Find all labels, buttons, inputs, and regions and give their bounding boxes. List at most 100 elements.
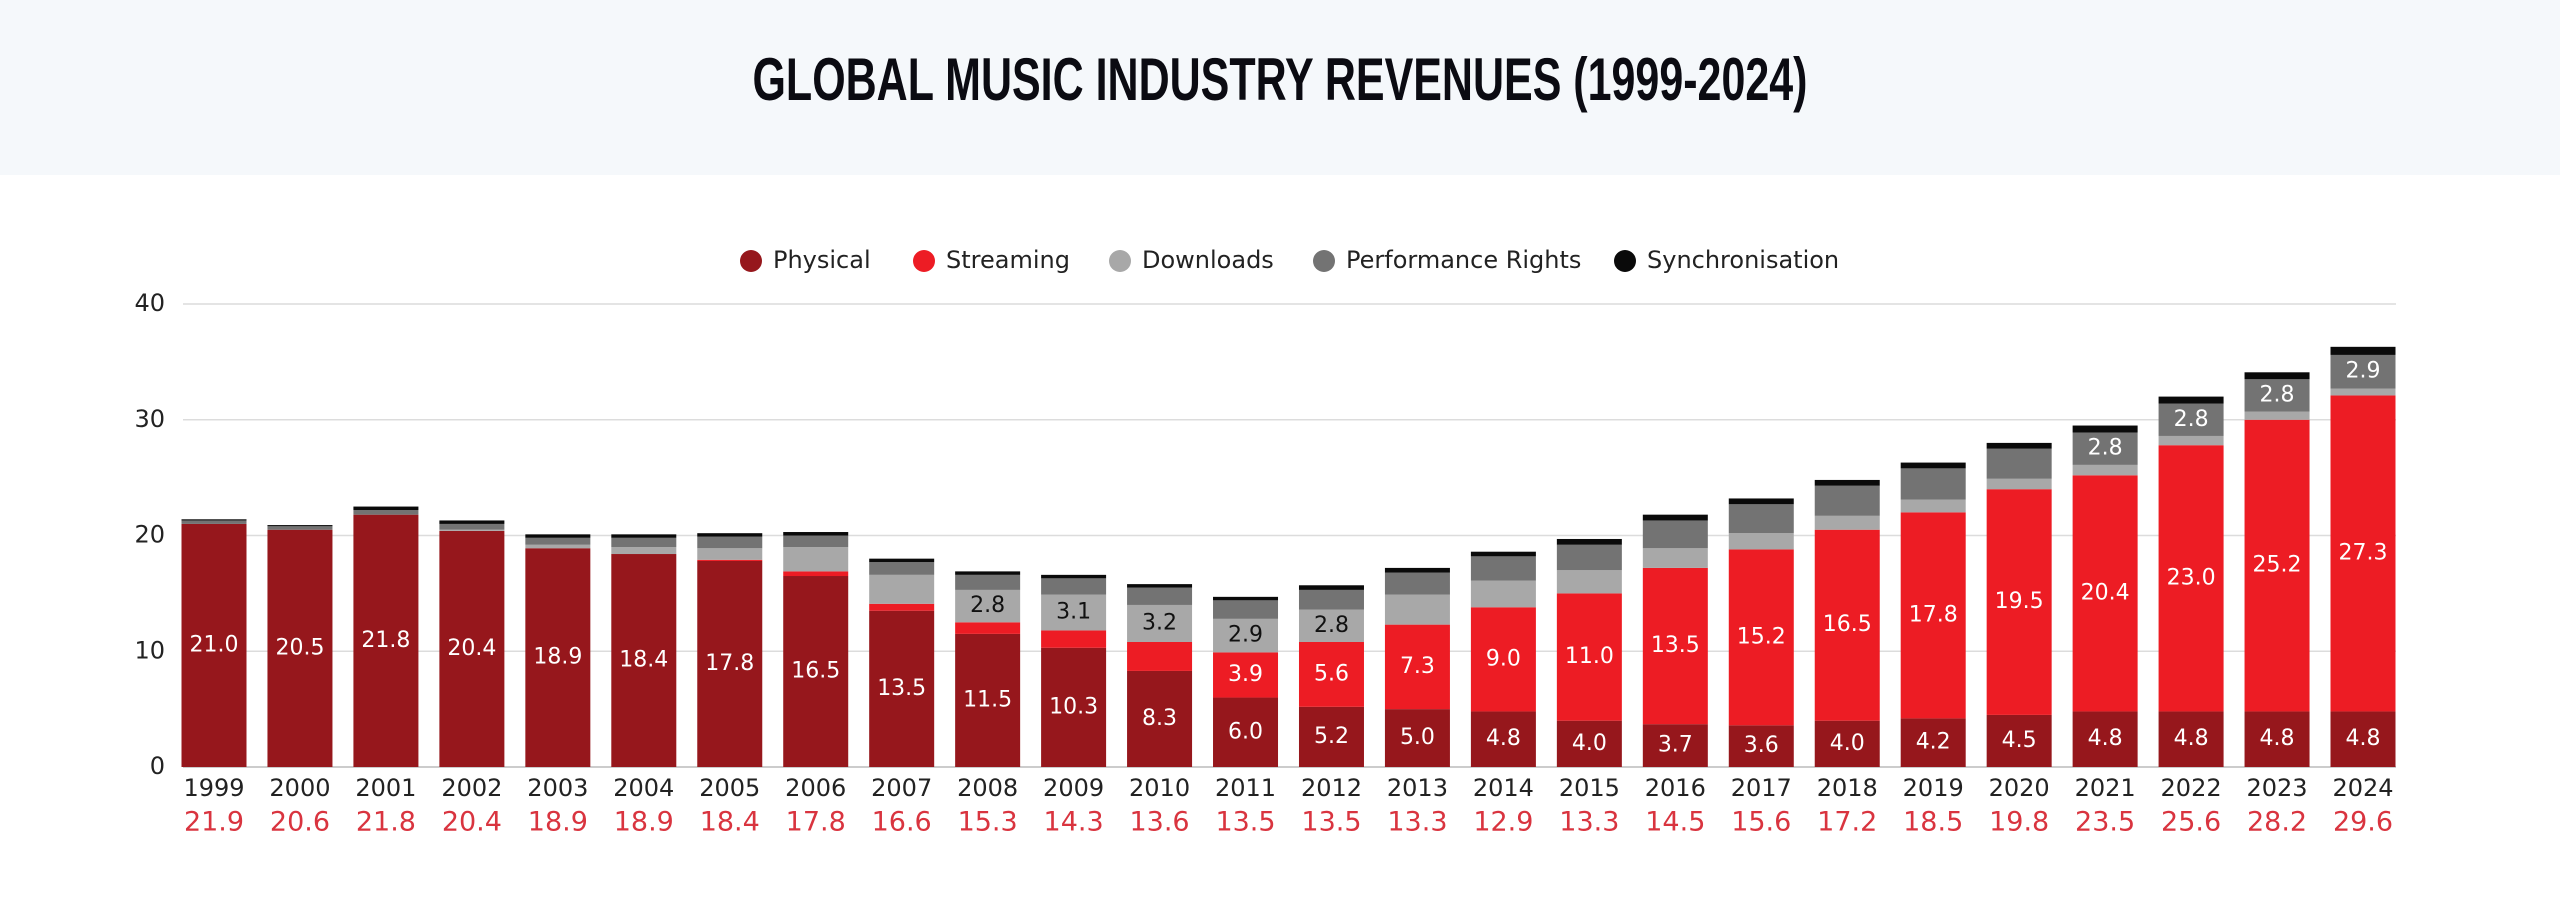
value-label: 4.0	[1572, 731, 1607, 756]
bottom-label: 15.6	[1731, 807, 1791, 838]
bar-segment	[1127, 604, 1193, 642]
x-tick-label: 2011	[1215, 774, 1276, 802]
x-tick-label: 2012	[1301, 774, 1362, 802]
bar-segment	[783, 571, 849, 577]
bar-segment	[1900, 462, 1966, 469]
value-label: 13.5	[1651, 633, 1700, 658]
bottom-label: 18.4	[700, 807, 760, 838]
x-tick-label: 2021	[2075, 774, 2136, 802]
bar-segment	[1642, 724, 1708, 767]
bar-segment	[697, 559, 763, 561]
bar-segment	[2244, 419, 2310, 712]
bar-segment	[1127, 587, 1193, 605]
value-label: 16.5	[1823, 612, 1872, 637]
bar-segment	[1986, 489, 2052, 715]
bottom-label: 13.6	[1129, 807, 1189, 838]
bar-segment	[267, 529, 333, 767]
bar-segment	[1900, 499, 1966, 513]
bottom-label: 21.8	[356, 807, 416, 838]
value-label: 16.5	[791, 659, 840, 684]
value-label: 3.9	[1228, 662, 1263, 687]
x-tick-label: 2023	[2247, 774, 2308, 802]
bar-segment	[1384, 567, 1450, 573]
x-tick-label: 2020	[1989, 774, 2050, 802]
value-label: 4.8	[2174, 726, 2209, 751]
legend-swatch	[913, 250, 935, 272]
bar-segment	[1556, 570, 1622, 594]
bottom-label: 13.3	[1559, 807, 1619, 838]
value-label: 5.6	[1314, 661, 1349, 686]
value-label: 4.8	[1486, 726, 1521, 751]
bar-segment	[1213, 596, 1279, 601]
bar-segment	[2158, 445, 2224, 712]
value-label: 4.0	[1830, 731, 1865, 756]
bar-segment	[1384, 624, 1450, 710]
x-tick-label: 2014	[1473, 774, 1534, 802]
bottom-label: 18.9	[614, 807, 674, 838]
bar-segment	[2072, 711, 2138, 767]
bar-segment	[1642, 567, 1708, 725]
value-label: 17.8	[1909, 602, 1958, 627]
bar-segment	[2158, 403, 2224, 436]
x-tick-label: 2005	[699, 774, 760, 802]
bar-segment	[525, 544, 591, 549]
bottom-label: 28.2	[2247, 807, 2307, 838]
bar-segment	[869, 574, 935, 604]
bar-segment	[1213, 618, 1279, 653]
bar-segment	[869, 558, 935, 563]
bar-segment	[1814, 479, 1880, 486]
y-tick-label: 30	[134, 405, 165, 433]
bottom-label: 15.3	[958, 807, 1018, 838]
bar-segment	[1556, 544, 1622, 571]
bar-segment	[955, 589, 1021, 623]
bottom-label: 23.5	[2075, 807, 2135, 838]
x-tick-label: 2024	[2332, 774, 2393, 802]
bar-segment	[1127, 584, 1193, 588]
bottom-label: 25.6	[2161, 807, 2221, 838]
bar-segment	[611, 537, 677, 548]
bottom-label: 19.8	[1989, 807, 2049, 838]
bar-segment	[1470, 711, 1536, 767]
value-label: 13.5	[877, 676, 926, 701]
bottom-label: 14.5	[1645, 807, 1705, 838]
bar-segment	[697, 533, 763, 537]
bar-segment	[1298, 609, 1364, 642]
legend-label: Performance Rights	[1346, 246, 1581, 274]
value-label: 2.9	[1228, 623, 1263, 648]
value-label: 21.0	[190, 632, 239, 657]
bar-segment	[1470, 607, 1536, 712]
bar-segment	[525, 534, 591, 538]
x-tick-label: 2019	[1903, 774, 1964, 802]
bar-segment	[1642, 514, 1708, 521]
value-label: 4.8	[2088, 726, 2123, 751]
bottom-label: 21.9	[184, 807, 244, 838]
bar-segment	[1041, 578, 1107, 595]
y-tick-label: 40	[134, 289, 165, 317]
bar-segment	[2072, 432, 2138, 465]
bottom-label: 13.3	[1387, 807, 1447, 838]
bar-segment	[439, 530, 505, 767]
legend-label: Physical	[773, 246, 871, 274]
bar-segment	[1728, 549, 1794, 726]
bar-segment	[783, 532, 849, 536]
bar-segment	[2244, 411, 2310, 420]
x-tick-label: 2001	[355, 774, 416, 802]
bar-segment	[1298, 585, 1364, 590]
bar-segment	[1900, 468, 1966, 500]
bottom-label: 14.3	[1044, 807, 1104, 838]
bar-segment	[1298, 706, 1364, 767]
bottom-label: 13.5	[1215, 807, 1275, 838]
y-tick-label: 0	[150, 752, 165, 780]
y-tick-label: 20	[134, 521, 165, 549]
bar-segment	[1213, 600, 1279, 619]
bar-segment	[2330, 711, 2396, 767]
x-tick-label: 2010	[1129, 774, 1190, 802]
value-label: 5.0	[1400, 725, 1435, 750]
bar-segment	[1127, 641, 1193, 671]
legend-label: Streaming	[946, 246, 1070, 274]
bar-segment	[2158, 711, 2224, 767]
value-label: 7.3	[1400, 654, 1435, 679]
x-tick-label: 2016	[1645, 774, 1706, 802]
bar-segment	[1384, 709, 1450, 767]
value-label: 2.8	[970, 593, 1005, 618]
